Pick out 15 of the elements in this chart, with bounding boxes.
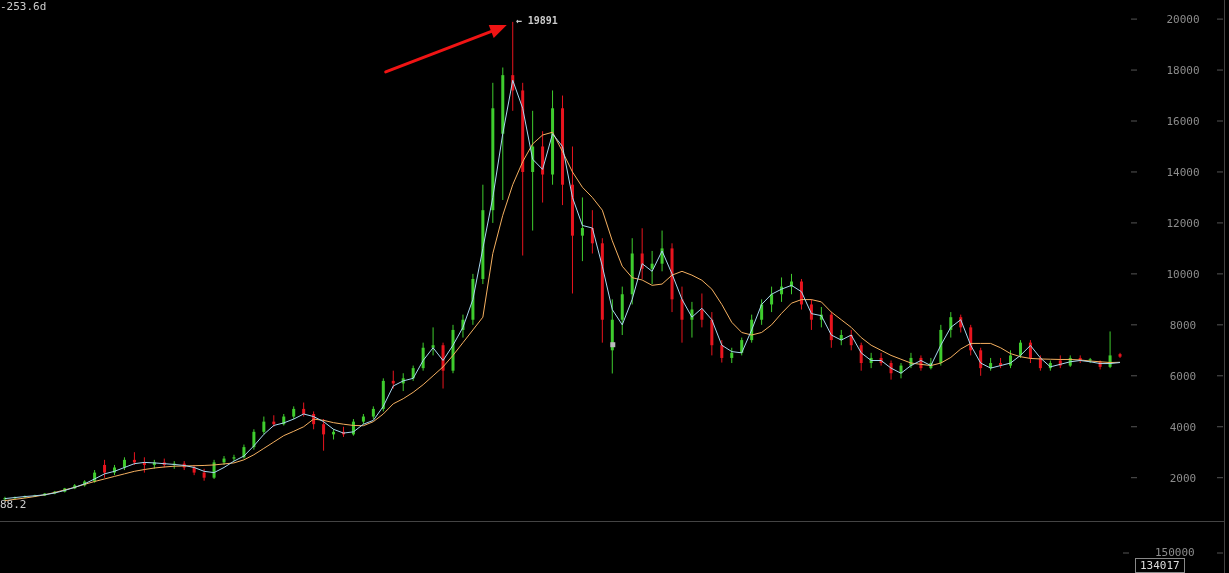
annotation: 88.2 [0, 498, 27, 511]
y-tick-label: 10000 [1166, 267, 1200, 281]
y-tick-label: 14000 [1166, 165, 1200, 179]
annotation: ← 19891 [515, 14, 558, 26]
text: 134017 [1140, 559, 1180, 572]
y-tick-label: 20000 [1166, 13, 1200, 27]
y-tick-label: 4000 [1169, 420, 1197, 434]
y-tick-label: 16000 [1166, 115, 1200, 129]
y-tick-label: 8000 [1169, 318, 1197, 332]
annotation: -253.6d [0, 0, 47, 13]
y-tick-label: 2000 [1169, 471, 1197, 485]
y-tick-label: 6000 [1169, 369, 1197, 383]
y-tick-label: 12000 [1166, 216, 1200, 230]
text: 150000 [1155, 546, 1195, 559]
y-tick-label: 18000 [1166, 64, 1200, 78]
